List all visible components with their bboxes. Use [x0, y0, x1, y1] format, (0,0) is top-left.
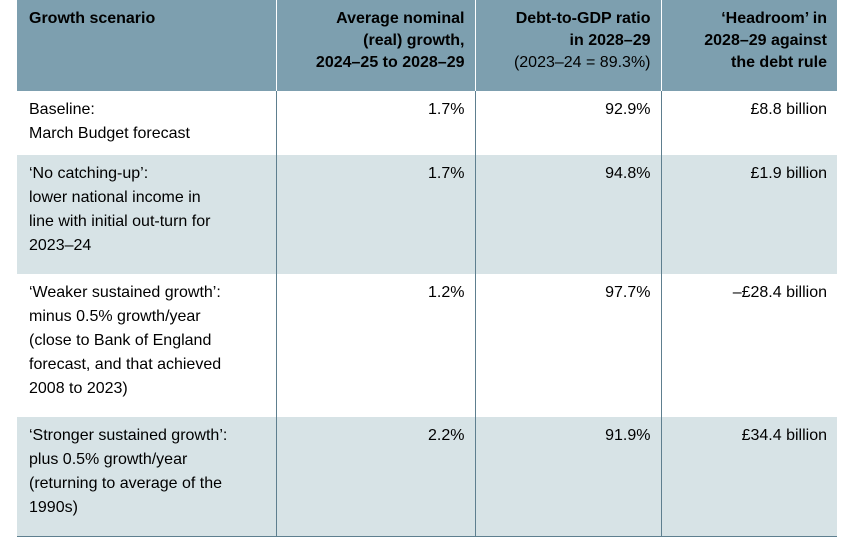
- table-row: Baseline: March Budget forecast 1.7% 92.…: [17, 91, 837, 155]
- growth-cell: 1.7%: [275, 155, 475, 274]
- header-average-growth-line-2: (real) growth,: [363, 32, 465, 49]
- scenario-line: (close to Bank of England: [29, 332, 212, 349]
- table-row: ‘Stronger sustained growth’: plus 0.5% g…: [17, 417, 837, 537]
- growth-cell: 1.2%: [275, 274, 475, 417]
- scenario-line: 2023–24: [29, 237, 92, 254]
- header-headroom: ‘Headroom’ in 2028–29 against the debt r…: [660, 0, 837, 91]
- debt-ratio-cell: 91.9%: [474, 417, 661, 537]
- header-headroom-line-3: the debt rule: [730, 54, 827, 71]
- headroom-cell: £1.9 billion: [660, 155, 837, 274]
- scenario-line: minus 0.5% growth/year: [29, 308, 201, 325]
- header-average-growth-line-1: Average nominal: [336, 10, 465, 27]
- header-growth-scenario: Growth scenario: [17, 0, 276, 91]
- scenario-line: line with initial out-turn for: [29, 213, 211, 230]
- scenario-cell: Baseline: March Budget forecast: [17, 91, 276, 155]
- scenario-line: forecast, and that achieved: [29, 356, 222, 373]
- debt-ratio-cell: 97.7%: [474, 274, 661, 417]
- growth-cell: 2.2%: [275, 417, 475, 537]
- scenario-line: plus 0.5% growth/year: [29, 451, 188, 468]
- scenario-cell: ‘No catching-up’: lower national income …: [17, 155, 276, 274]
- header-average-growth-line-3: 2024–25 to 2028–29: [315, 54, 465, 71]
- header-average-growth: Average nominal (real) growth, 2024–25 t…: [275, 0, 475, 91]
- header-headroom-line-2: 2028–29 against: [704, 32, 827, 49]
- scenario-line: ‘Weaker sustained growth’:: [29, 284, 221, 301]
- header-debt-ratio-line-1: Debt-to-GDP ratio: [515, 10, 651, 27]
- debt-ratio-cell: 94.8%: [474, 155, 661, 274]
- scenario-line: March Budget forecast: [29, 125, 190, 142]
- scenario-line: Baseline:: [29, 101, 95, 118]
- header-row: Growth scenario Average nominal (real) g…: [17, 0, 837, 91]
- scenario-line: 2008 to 2023): [29, 380, 128, 397]
- scenario-line: lower national income in: [29, 189, 201, 206]
- headroom-cell: £34.4 billion: [660, 417, 837, 537]
- scenario-line: ‘Stronger sustained growth’:: [29, 427, 228, 444]
- table-row: ‘No catching-up’: lower national income …: [17, 155, 837, 274]
- header-headroom-line-1: ‘Headroom’ in: [721, 10, 827, 27]
- scenario-line: 1990s): [29, 499, 78, 516]
- headroom-cell: £8.8 billion: [660, 91, 837, 155]
- scenario-cell: ‘Stronger sustained growth’: plus 0.5% g…: [17, 417, 276, 537]
- headroom-cell: –£28.4 billion: [660, 274, 837, 417]
- growth-scenarios-table: Growth scenario Average nominal (real) g…: [17, 0, 837, 537]
- scenario-cell: ‘Weaker sustained growth’: minus 0.5% gr…: [17, 274, 276, 417]
- header-debt-ratio-subtitle: (2023–24 = 89.3%): [513, 54, 651, 71]
- header-debt-ratio-line-2: in 2028–29: [569, 32, 651, 49]
- header-debt-ratio: Debt-to-GDP ratio in 2028–29 (2023–24 = …: [474, 0, 661, 91]
- scenario-line: (returning to average of the: [29, 475, 223, 492]
- growth-cell: 1.7%: [275, 91, 475, 155]
- scenario-line: ‘No catching-up’:: [29, 165, 149, 182]
- table-row: ‘Weaker sustained growth’: minus 0.5% gr…: [17, 274, 837, 417]
- debt-ratio-cell: 92.9%: [474, 91, 661, 155]
- header-growth-scenario-label: Growth scenario: [29, 10, 156, 27]
